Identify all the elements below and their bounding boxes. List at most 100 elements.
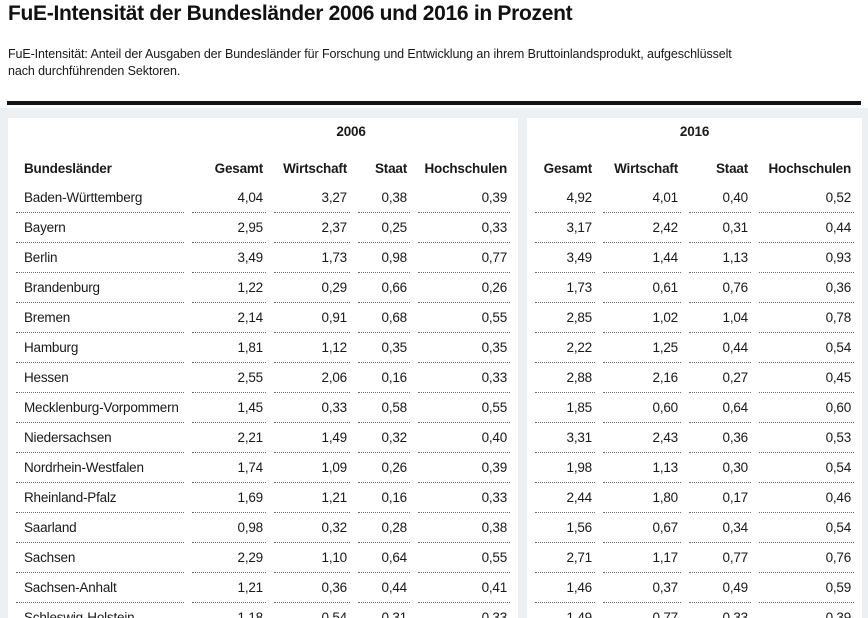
value-cell-2016: 2,88: [535, 363, 595, 393]
value-cell-2016: 0,54: [759, 513, 855, 543]
column-header-row: Gesamt Wirtschaft Staat Hochschulen: [535, 144, 854, 183]
divider-rule: [7, 101, 861, 105]
value-cell-2016: 2,71: [535, 543, 595, 573]
table-row-2016: 1,73 0,61 0,76 0,36: [535, 273, 855, 303]
state-name: Saarland: [16, 513, 184, 543]
value-cell-2016: 1,25: [603, 333, 681, 363]
value-cell-2006: 0,91: [274, 303, 350, 333]
column-header-staat-2016: Staat: [715, 161, 748, 176]
value-cell-2006: 2,37: [274, 213, 350, 243]
value-cell-2016: 3,31: [535, 423, 595, 453]
value-cell-2016: 0,36: [689, 423, 751, 453]
value-cell-2006: 0,29: [274, 273, 350, 303]
value-cell-2016: 2,42: [603, 213, 681, 243]
value-cell-2006: 0,25: [358, 213, 410, 243]
value-cell-2016: 4,92: [535, 183, 595, 213]
value-cell-2016: 0,59: [759, 573, 855, 603]
value-cell-2016: 0,44: [759, 213, 855, 243]
value-cell-2016: 0,33: [689, 603, 751, 618]
table-row-2006: Sachsen-Anhalt 1,21 0,36 0,44 0,41: [16, 573, 511, 603]
value-cell-2016: 1,80: [603, 483, 681, 513]
page-title: FuE-Intensität der Bundesländer 2006 und…: [8, 2, 573, 25]
value-cell-2016: 2,44: [535, 483, 595, 513]
table-row-2016: 2,71 1,17 0,77 0,76: [535, 543, 855, 573]
table-row-2016: 1,85 0,60 0,64 0,60: [535, 393, 855, 423]
table-panel: 2006 Bundesländer Gesamt Wirtschaft Staa…: [0, 108, 868, 618]
state-name: Niedersachsen: [16, 423, 184, 453]
table-row-2016: 1,49 0,77 0,33 0,39: [535, 603, 854, 618]
value-cell-2006: 2,95: [192, 213, 266, 243]
value-cell-2016: 0,60: [603, 393, 681, 423]
state-name: Nordrhein-Westfalen: [16, 453, 184, 483]
value-cell-2016: 0,77: [689, 543, 751, 573]
value-cell-2006: 1,10: [274, 543, 350, 573]
table-row-2016: 1,98 1,13 0,30 0,54: [535, 453, 855, 483]
value-cell-2006: 1,22: [192, 273, 266, 303]
value-cell-2006: 0,26: [358, 453, 410, 483]
table-row-2016: 3,17 2,42 0,31 0,44: [535, 213, 855, 243]
column-header-hochschulen-2006: Hochschulen: [424, 161, 508, 176]
group-header-spacer: [16, 118, 184, 144]
value-cell-2016: 1,73: [535, 273, 595, 303]
value-cell-2016: 1,04: [689, 303, 751, 333]
table-row-2006: Brandenburg 1,22 0,29 0,66 0,26: [16, 273, 511, 303]
value-cell-2016: 1,56: [535, 513, 595, 543]
value-cell-2016: 1,13: [603, 453, 681, 483]
value-cell-2016: 0,27: [689, 363, 751, 393]
value-cell-2006: 1,21: [274, 483, 350, 513]
value-cell-2016: 1,85: [535, 393, 595, 423]
value-cell-2006: 1,09: [274, 453, 350, 483]
table-2016: 2016 Gesamt Wirtschaft Staat Hochschulen…: [527, 118, 862, 618]
value-cell-2016: 2,85: [535, 303, 595, 333]
table-row-2006: Hamburg 1,81 1,12 0,35 0,35: [16, 333, 511, 363]
value-cell-2006: 3,27: [274, 183, 350, 213]
value-cell-2016: 0,76: [689, 273, 751, 303]
value-cell-2006: 0,28: [358, 513, 410, 543]
table-row-2016: 2,85 1,02 1,04 0,78: [535, 303, 855, 333]
value-cell-2006: 1,18: [192, 603, 266, 618]
value-cell-2016: 4,01: [603, 183, 681, 213]
value-cell-2006: 1,12: [274, 333, 350, 363]
value-cell-2016: 1,02: [603, 303, 681, 333]
value-cell-2006: 0,58: [358, 393, 410, 423]
value-cell-2006: 1,45: [192, 393, 266, 423]
state-name: Baden-Württemberg: [16, 183, 184, 213]
value-cell-2006: 0,26: [418, 273, 511, 303]
column-header-bundeslaender: Bundesländer: [24, 161, 112, 176]
page-subtitle: FuE-Intensität: Anteil der Ausgaben der …: [8, 47, 732, 78]
value-cell-2006: 1,21: [192, 573, 266, 603]
value-cell-2006: 0,55: [418, 543, 511, 573]
state-name: Rheinland-Pfalz: [16, 483, 184, 513]
value-cell-2006: 2,55: [192, 363, 266, 393]
value-cell-2006: 3,49: [192, 243, 266, 273]
table-row-2016: 2,88 2,16 0,27 0,45: [535, 363, 855, 393]
value-cell-2006: 1,74: [192, 453, 266, 483]
value-cell-2016: 2,16: [603, 363, 681, 393]
state-name: Berlin: [16, 243, 184, 273]
value-cell-2006: 0,33: [418, 363, 511, 393]
table-row-2006: Mecklenburg-Vorpommern 1,45 0,33 0,58 0,55: [16, 393, 511, 423]
table-card-2006: 2006 Bundesländer Gesamt Wirtschaft Staa…: [8, 118, 518, 618]
value-cell-2016: 0,60: [759, 393, 855, 423]
value-cell-2006: 0,38: [418, 513, 511, 543]
state-name: Schleswig-Holstein: [16, 603, 184, 618]
state-name: Bayern: [16, 213, 184, 243]
column-header-hochschulen-2016: Hochschulen: [768, 161, 852, 176]
table-row-2006: Niedersachsen 2,21 1,49 0,32 0,40: [16, 423, 511, 453]
value-cell-2006: 0,54: [274, 603, 350, 618]
value-cell-2016: 0,49: [689, 573, 751, 603]
value-cell-2006: 0,32: [274, 513, 350, 543]
value-cell-2016: 3,17: [535, 213, 595, 243]
table-row-2006: Baden-Württemberg 4,04 3,27 0,38 0,39: [16, 183, 511, 213]
state-name: Hamburg: [16, 333, 184, 363]
state-name: Sachsen-Anhalt: [16, 573, 184, 603]
column-header-staat-2006: Staat: [374, 161, 407, 176]
column-header-gesamt-2006: Gesamt: [214, 161, 264, 176]
group-header-row: 2016: [535, 118, 854, 144]
value-cell-2006: 0,40: [418, 423, 511, 453]
value-cell-2006: 2,29: [192, 543, 266, 573]
value-cell-2016: 0,54: [759, 453, 855, 483]
value-cell-2016: 0,54: [759, 333, 855, 363]
group-header-2006: 2006: [336, 123, 366, 139]
value-cell-2016: 3,49: [535, 243, 595, 273]
